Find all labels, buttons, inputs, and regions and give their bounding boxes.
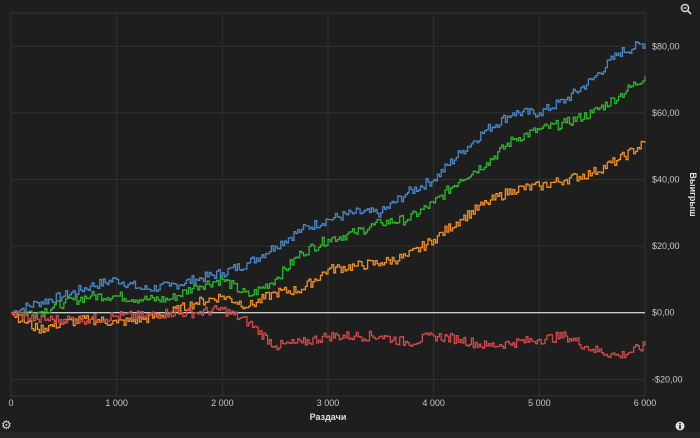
series-line-red — [11, 305, 646, 359]
bottom-strip — [0, 432, 700, 438]
x-tick-label: 1 000 — [105, 398, 128, 408]
zoom-out-icon[interactable] — [680, 3, 692, 17]
y-tick-label: $40,00 — [652, 175, 680, 185]
x-tick-label: 4 000 — [422, 398, 445, 408]
y-tick-label: $60,00 — [652, 108, 680, 118]
x-tick-label: 6 000 — [634, 398, 657, 408]
series-line-blue — [11, 41, 646, 316]
gear-icon[interactable]: ⚙ — [1, 418, 12, 432]
y-tick-label: $0,00 — [652, 308, 675, 318]
series-line-green — [11, 76, 646, 319]
x-tick-label: 3 000 — [317, 398, 340, 408]
y-tick-label: $80,00 — [652, 41, 680, 51]
y-axis-title: Выигрыш — [688, 172, 698, 216]
x-tick-label: 2 000 — [211, 398, 234, 408]
x-axis-title: Раздачи — [310, 412, 347, 422]
y-tick-label: -$20,00 — [652, 374, 683, 384]
series-line-orange — [11, 140, 646, 334]
info-icon[interactable] — [675, 421, 685, 433]
y-tick-label: $20,00 — [652, 241, 680, 251]
x-tick-label: 0 — [8, 398, 13, 408]
x-tick-label: 5 000 — [528, 398, 551, 408]
